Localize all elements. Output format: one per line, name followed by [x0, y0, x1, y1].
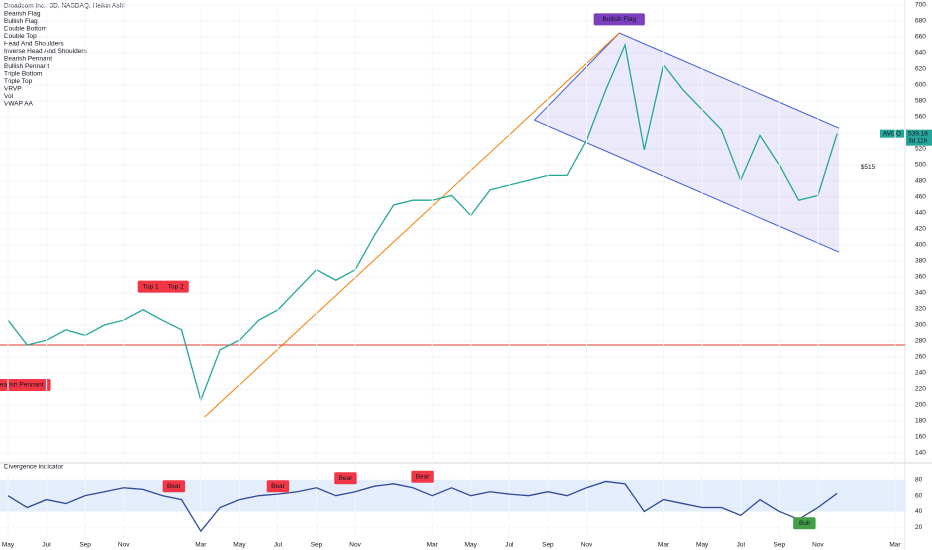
y-tick-label: 520 [915, 146, 926, 153]
study-name: Bearish Pennant [4, 56, 52, 63]
y-tick-label: 260 [915, 354, 926, 361]
x-tick-label: May [233, 542, 246, 549]
x-tick-label: Mar [889, 542, 901, 549]
y-tick-label: 280 [915, 338, 926, 345]
annotation-label: Bear [167, 483, 182, 490]
x-tick-label: Sep [79, 542, 91, 549]
study-name: Double Top [4, 33, 37, 40]
annotation-label: Top 1 [143, 283, 159, 290]
trendline [619, 32, 840, 129]
study-name: VWAP AA [4, 101, 34, 108]
x-tick-label: May [465, 542, 478, 549]
y-tick-label: 660 [915, 34, 926, 41]
x-tick-label: Mar [427, 542, 439, 549]
annotation-box [334, 472, 357, 485]
y-tick-label: 620 [915, 66, 926, 73]
x-tick-label: Jul [274, 542, 283, 549]
x-tick-label: Nov [812, 542, 824, 549]
target-label: $515 [861, 164, 876, 171]
trendline [204, 32, 620, 418]
y-tick-label: 60 [915, 492, 923, 499]
x-tick-label: Mar [658, 542, 670, 549]
price-tag [906, 129, 932, 146]
study-name: Double Bottom [4, 26, 47, 33]
price-line [7, 42, 838, 403]
y-tick-label: 240 [915, 370, 926, 377]
y-tick-label: 600 [915, 82, 926, 89]
study-name: Bearish Flag [4, 11, 41, 18]
y-tick-label: 640 [915, 50, 926, 57]
y-tick-label: 140 [915, 450, 926, 457]
symbol-tag [880, 129, 904, 138]
trendline [534, 32, 620, 121]
y-tick-label: 560 [915, 114, 926, 121]
y-tick-label: 700 [915, 2, 926, 9]
price-line [7, 480, 838, 533]
price-tag-label: 539.16 [908, 130, 928, 137]
pane-title: Divergence indicator [4, 464, 64, 471]
chart-title: Broadcom Inc., 3D, NASDAQ, Heikin Ashi [4, 3, 125, 10]
y-tick-label: 40 [915, 508, 923, 515]
x-tick-label: Sep [774, 542, 786, 549]
annotation-box [793, 517, 816, 530]
x-tick-label: Jul [42, 542, 51, 549]
study-name: Bullish Pennant [4, 63, 49, 70]
annotation-label: Top 2 [168, 283, 184, 290]
x-tick-label: Jul [737, 542, 746, 549]
y-tick-label: 380 [915, 258, 926, 265]
y-tick-label: 680 [915, 18, 926, 25]
y-tick-label: 580 [915, 98, 926, 105]
annotation-box [266, 480, 290, 493]
annotation-label: Bullish Flag [602, 16, 636, 23]
x-tick-label: Sep [542, 542, 554, 549]
x-tick-label: Sep [311, 542, 323, 549]
y-tick-label: 480 [915, 178, 926, 185]
x-tick-label: May [2, 542, 15, 549]
annotation-label: Bearish Pennant [0, 382, 44, 389]
channel-fill [534, 33, 840, 253]
y-tick-label: 220 [915, 386, 926, 393]
annotation-box [0, 379, 51, 391]
y-tick-label: 300 [915, 322, 926, 329]
annotation-label: Bull [799, 520, 810, 527]
study-name: Triple Top [4, 78, 33, 85]
annotation-label: Bear [339, 475, 354, 482]
x-tick-label: Nov [349, 542, 361, 549]
y-tick-label: 400 [915, 242, 926, 249]
x-tick-label: May [696, 542, 709, 549]
annotation-box [162, 280, 189, 293]
y-tick-label: 360 [915, 274, 926, 281]
y-tick-label: 200 [915, 402, 926, 409]
annotation-box [162, 480, 186, 493]
study-name: Triple Bottom [4, 71, 42, 78]
annotation-box [593, 13, 645, 26]
y-tick-label: 320 [915, 306, 926, 313]
study-name: Vol [4, 93, 14, 100]
annotation-label: Bear [271, 483, 286, 490]
y-tick-label: 440 [915, 210, 926, 217]
study-name: VRVP [4, 86, 22, 93]
y-tick-label: 160 [915, 434, 926, 441]
annotation-box [137, 280, 164, 293]
y-tick-label: 180 [915, 418, 926, 425]
y-tick-label: 20 [915, 524, 923, 531]
y-tick-label: 80 [915, 477, 923, 484]
x-tick-label: Mar [195, 542, 207, 549]
symbol-tag-label: AVGO [883, 130, 901, 137]
study-name: Head And Shoulders [4, 41, 64, 48]
countdown-label: 3d 11h [908, 137, 928, 144]
x-tick-label: Jul [505, 542, 514, 549]
annotation-label: Bear [416, 473, 431, 480]
y-tick-label: 460 [915, 194, 926, 201]
study-name: Bullish Flag [4, 18, 38, 25]
y-tick-label: 340 [915, 290, 926, 297]
y-tick-label: 500 [915, 162, 926, 169]
x-tick-label: Nov [581, 542, 593, 549]
annotation-box [411, 470, 434, 483]
x-tick-label: Nov [118, 542, 130, 549]
study-name: Inverse Head And Shoulders [4, 48, 87, 55]
y-tick-label: 420 [915, 226, 926, 233]
